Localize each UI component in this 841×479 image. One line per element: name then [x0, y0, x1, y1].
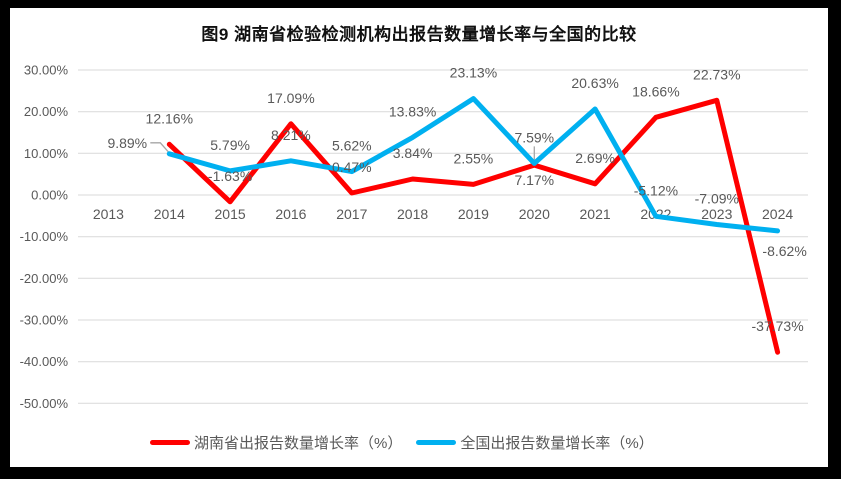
- y-axis-tick-label: -50.00%: [20, 396, 69, 411]
- data-label-national: -7.09%: [695, 191, 739, 207]
- data-label-hunan: 2.69%: [575, 150, 615, 166]
- series-line-hunan: [166, 97, 781, 355]
- y-axis-tick-label: -10.00%: [20, 229, 69, 244]
- chart-canvas: 图9 湖南省检验检测机构出报告数量增长率与全国的比较 30.00% 20.00% 1…: [10, 8, 828, 467]
- y-axis-tick-label: 30.00%: [24, 63, 69, 78]
- legend: 湖南省出报告数量增长率（%） 全国出报告数量增长率（%）: [150, 432, 654, 453]
- y-axis-tick-label: 20.00%: [24, 104, 69, 119]
- data-label-hunan: 7.17%: [514, 172, 554, 188]
- data-label-hunan: 17.09%: [267, 90, 314, 106]
- y-axis-tick-label: 10.00%: [24, 146, 69, 161]
- data-label-hunan: -37.73%: [752, 318, 804, 334]
- data-label-hunan: -1.63%: [208, 168, 252, 184]
- x-axis-tick-label: 2020: [519, 206, 550, 222]
- legend-label-hunan: 湖南省出报告数量增长率（%）: [194, 435, 403, 452]
- data-label-national: 23.13%: [450, 65, 497, 81]
- data-label-hunan: 12.16%: [146, 110, 193, 126]
- x-axis-tick-label: 2018: [397, 206, 428, 222]
- data-label-leader-line: [150, 142, 169, 153]
- data-label-national: 5.62%: [332, 138, 372, 154]
- x-axis-tick-label: 2014: [154, 206, 185, 222]
- legend-label-national: 全国出报告数量增长率（%）: [460, 435, 654, 452]
- chart-plot-area: 30.00% 20.00% 10.00% 0.00% -10.00% -20.00% -30…: [20, 63, 808, 411]
- y-axis-tick-label: -30.00%: [20, 313, 69, 328]
- data-label-national: 8.21%: [271, 127, 311, 143]
- data-label-national: 5.79%: [210, 137, 250, 153]
- data-label-hunan: 3.84%: [393, 145, 433, 161]
- legend-swatch-national: [416, 440, 457, 445]
- chart-title: 图9 湖南省检验检测机构出报告数量增长率与全国的比较: [201, 25, 637, 44]
- x-axis-tick-label: 2023: [701, 206, 732, 222]
- data-label-national: 9.89%: [107, 135, 147, 151]
- legend-item-hunan: 湖南省出报告数量增长率（%）: [150, 432, 402, 453]
- x-axis-tick-label: 2019: [458, 206, 489, 222]
- y-axis-tick-label: -20.00%: [20, 271, 69, 286]
- x-axis-tick-label: 2024: [762, 206, 793, 222]
- data-label-national: 13.83%: [389, 103, 436, 119]
- data-label-hunan: 18.66%: [632, 83, 679, 99]
- data-label-national: -8.62%: [762, 243, 806, 259]
- y-axis-tick-label: 0.00%: [31, 188, 68, 203]
- data-label-hunan: 2.55%: [454, 150, 494, 166]
- data-label-hunan: 0.47%: [332, 159, 372, 175]
- x-axis-tick-label: 2021: [580, 206, 611, 222]
- data-label-national: -5.12%: [634, 182, 678, 198]
- data-label-hunan: 22.73%: [693, 66, 740, 82]
- legend-item-national: 全国出报告数量增长率（%）: [416, 432, 654, 453]
- x-axis-tick-label: 2015: [215, 206, 246, 222]
- x-axis-tick-label: 2017: [336, 206, 367, 222]
- legend-swatch-hunan: [150, 440, 190, 445]
- y-axis-tick-label: -40.00%: [20, 354, 69, 369]
- data-label-national: 20.63%: [571, 75, 618, 91]
- x-axis-tick-label: 2016: [275, 206, 306, 222]
- data-label-national: 7.59%: [514, 129, 554, 145]
- x-axis-tick-label: 2013: [93, 206, 124, 222]
- series-line-national: [166, 96, 781, 234]
